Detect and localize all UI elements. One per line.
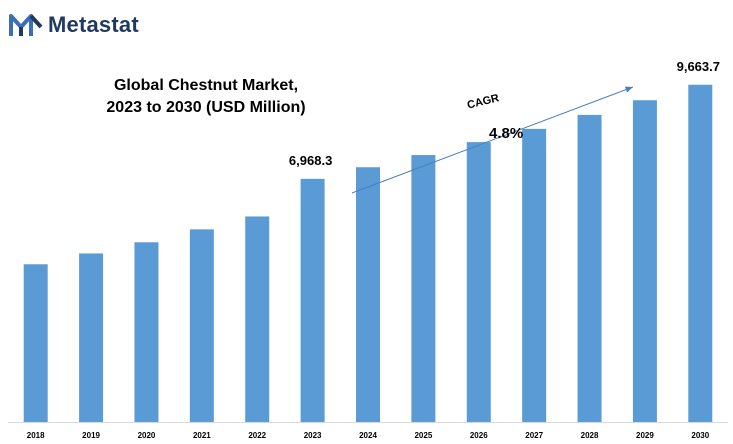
x-tick-label-2030: 2030	[691, 431, 709, 440]
brand-logo: Metastat	[8, 10, 139, 40]
bar-2020	[134, 242, 159, 422]
bar-2029	[632, 100, 657, 422]
bar-2021	[189, 229, 214, 422]
bar-2022	[245, 216, 270, 422]
x-tick-label-2018: 2018	[27, 431, 45, 440]
cagr-value: 4.8%	[489, 125, 524, 142]
bar-2026	[466, 142, 491, 423]
bar-2028	[577, 114, 602, 423]
brand-name: Metastat	[48, 12, 139, 37]
bar-2030	[688, 84, 713, 422]
metastat-logo-icon	[9, 14, 43, 36]
bar-2027	[522, 128, 547, 422]
x-tick-label-2021: 2021	[193, 431, 211, 440]
bar-2018	[23, 264, 48, 422]
x-tick-label-2028: 2028	[581, 431, 599, 440]
bar-2019	[79, 253, 104, 422]
cagr-arrow-line	[351, 86, 634, 194]
bar-2023	[300, 178, 325, 422]
x-tick-label-2026: 2026	[470, 431, 488, 440]
cagr-arrow-head	[624, 86, 633, 93]
x-tick-label-2025: 2025	[414, 431, 432, 440]
x-tick-label-2020: 2020	[138, 431, 156, 440]
chart-title-line1: Global Chestnut Market,	[113, 77, 299, 94]
x-tick-label-2022: 2022	[248, 431, 266, 440]
chart-title: Global Chestnut Market, 2023 to 2030 (US…	[96, 75, 316, 119]
x-tick-label-2019: 2019	[82, 431, 100, 440]
x-tick-label-2029: 2029	[636, 431, 654, 440]
data-label-2030: 9,663.7	[677, 59, 720, 74]
bar-2025	[411, 155, 436, 422]
data-label-2023: 6,968.3	[289, 153, 332, 168]
chart-title-line2: 2023 to 2030 (USD Million)	[106, 99, 306, 116]
x-tick-label-2023: 2023	[304, 431, 322, 440]
x-tick-label-2024: 2024	[359, 431, 377, 440]
bar-2024	[356, 167, 380, 422]
x-tick-label-2027: 2027	[525, 431, 543, 440]
